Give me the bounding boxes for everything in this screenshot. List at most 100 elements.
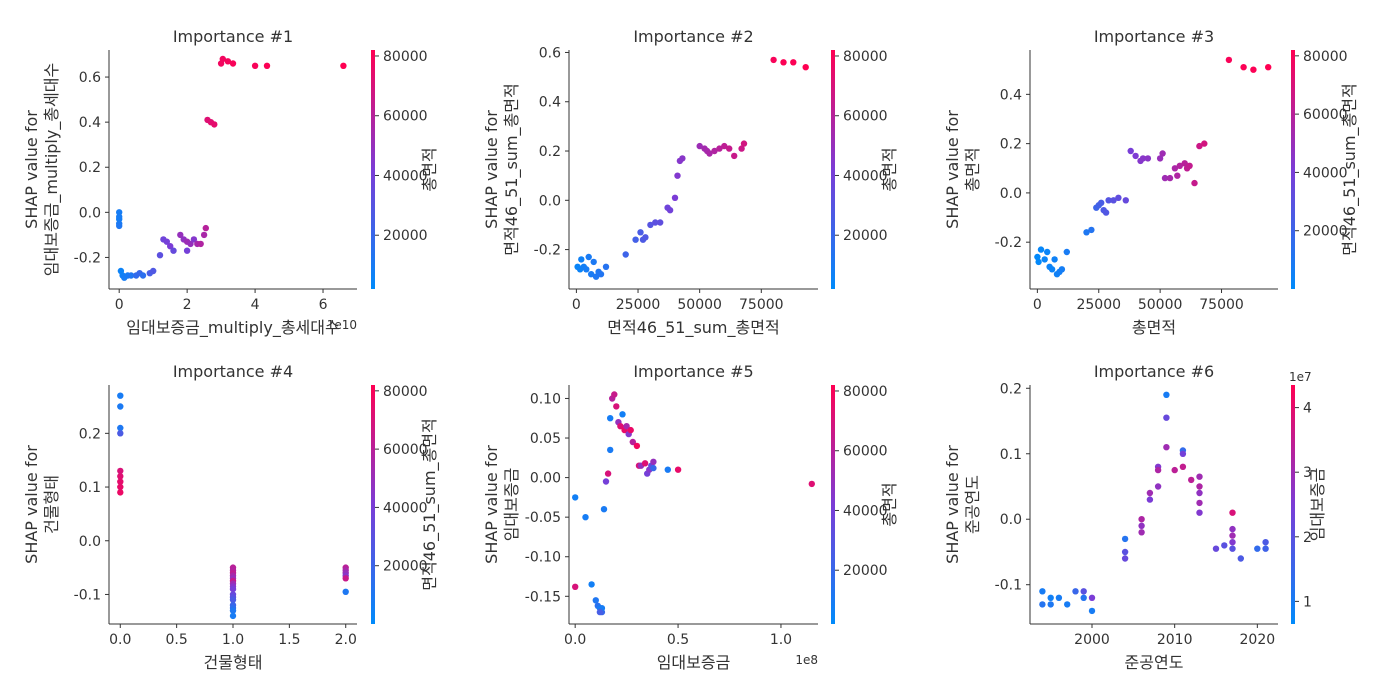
data-point bbox=[1186, 162, 1193, 169]
data-point bbox=[1098, 199, 1105, 206]
x-axis-label: 총면적 bbox=[1132, 318, 1176, 337]
y-tick-label: -0.05 bbox=[525, 510, 561, 526]
data-point bbox=[229, 607, 237, 614]
data-point bbox=[1122, 197, 1130, 204]
colorbar-tick-label: 20000 bbox=[843, 228, 888, 244]
data-point bbox=[116, 209, 123, 216]
colorbar bbox=[1291, 385, 1295, 624]
y-tick-label: 0.2 bbox=[79, 426, 101, 442]
y-tick-label: -0.2 bbox=[995, 235, 1022, 251]
data-point bbox=[251, 62, 259, 69]
y-tick-label: 0.00 bbox=[530, 471, 561, 487]
data-point bbox=[671, 194, 679, 201]
data-point bbox=[583, 266, 590, 273]
y-tick-label: 0.6 bbox=[79, 70, 101, 86]
y-tick-label: -0.15 bbox=[525, 589, 561, 605]
data-point bbox=[607, 415, 614, 422]
colorbar-tick-label: 3 bbox=[1303, 465, 1312, 481]
data-point bbox=[1063, 248, 1071, 256]
data-point bbox=[117, 473, 124, 480]
data-point bbox=[117, 392, 124, 399]
colorbar-tick-label: 1 bbox=[1303, 594, 1312, 610]
x-tick-label: 75000 bbox=[1199, 297, 1244, 313]
data-point bbox=[163, 238, 170, 245]
data-point bbox=[1144, 155, 1152, 162]
y-axis-label-line: SHAP value for bbox=[22, 445, 41, 564]
data-point bbox=[1047, 594, 1054, 601]
x-tick-label: 0.5 bbox=[667, 632, 689, 648]
y-axis-label-line: SHAP value for bbox=[482, 110, 501, 229]
data-point bbox=[1212, 545, 1220, 552]
y-axis-label-line: 임대보증금 bbox=[502, 468, 521, 542]
subplot-title: Importance #3 bbox=[1094, 27, 1214, 46]
data-point bbox=[202, 224, 209, 232]
y-axis-label-line: 준공연도 bbox=[963, 475, 982, 534]
data-point bbox=[211, 121, 218, 128]
data-point bbox=[1041, 256, 1048, 263]
data-point bbox=[116, 213, 123, 220]
colorbar-label: 총면적 bbox=[880, 147, 899, 191]
data-point bbox=[1034, 253, 1041, 261]
data-point bbox=[340, 62, 347, 69]
data-point bbox=[641, 460, 649, 467]
data-point bbox=[611, 391, 618, 398]
data-point bbox=[679, 155, 686, 162]
y-axis-label-line: SHAP value for bbox=[943, 110, 962, 229]
data-point bbox=[229, 585, 237, 593]
data-point bbox=[117, 403, 124, 410]
x-tick-label: 0.0 bbox=[109, 632, 131, 648]
y-tick-label: 0.05 bbox=[530, 431, 561, 447]
data-point bbox=[738, 145, 745, 152]
data-point bbox=[802, 63, 809, 71]
data-point bbox=[637, 229, 644, 236]
data-point bbox=[167, 243, 174, 250]
subplot-title: Importance #5 bbox=[633, 362, 753, 381]
colorbar-tick-label: 60000 bbox=[383, 109, 428, 125]
colorbar-label: 면적46_51_sum_총면적 bbox=[420, 418, 440, 590]
data-point bbox=[592, 273, 600, 280]
data-point bbox=[1163, 444, 1170, 451]
data-point bbox=[1146, 489, 1154, 497]
colorbar-label: 총면적 bbox=[880, 482, 899, 526]
data-point bbox=[1110, 197, 1117, 204]
data-point bbox=[1262, 545, 1269, 552]
data-point bbox=[674, 466, 682, 473]
y-tick-label: 0.1 bbox=[1000, 447, 1022, 463]
y-axis-label: SHAP value for준공연도 bbox=[943, 445, 982, 564]
colorbar bbox=[831, 385, 835, 624]
data-point bbox=[263, 62, 271, 69]
x-tick-label: 50000 bbox=[1138, 297, 1183, 313]
data-point bbox=[1229, 545, 1236, 552]
y-tick-label: 0.4 bbox=[79, 115, 101, 131]
y-axis-label: SHAP value for임대보증금 bbox=[482, 445, 521, 564]
colorbar bbox=[371, 385, 375, 624]
data-point bbox=[780, 59, 787, 66]
y-tick-label: 0.1 bbox=[79, 480, 101, 496]
colorbar-tick-label: 80000 bbox=[383, 49, 428, 65]
data-point bbox=[197, 240, 204, 248]
data-point bbox=[1229, 539, 1236, 546]
x-axis-label: 임대보증금 bbox=[657, 653, 731, 672]
colorbar-tick-label: 80000 bbox=[383, 384, 428, 400]
y-tick-label: 0.2 bbox=[1000, 381, 1022, 397]
y-tick-label: 0.4 bbox=[539, 95, 561, 111]
y-axis-label: SHAP value for면적46_51_sum_총면적 bbox=[482, 83, 522, 255]
data-point bbox=[1058, 266, 1066, 273]
data-point bbox=[1039, 588, 1046, 595]
data-point bbox=[170, 247, 177, 254]
data-point bbox=[1229, 525, 1236, 533]
x-tick-label: 25000 bbox=[616, 297, 661, 313]
y-axis-label-line: 건물형태 bbox=[42, 475, 61, 534]
data-point bbox=[117, 478, 124, 485]
y-tick-label: 0.6 bbox=[539, 45, 561, 61]
data-point bbox=[664, 466, 671, 473]
data-point bbox=[1156, 155, 1164, 162]
subplot-title: Importance #4 bbox=[173, 362, 293, 381]
data-point bbox=[117, 483, 124, 491]
data-point bbox=[650, 458, 657, 465]
x-tick-label: 75000 bbox=[739, 297, 784, 313]
x-offset-label: 1e10 bbox=[327, 318, 357, 332]
data-point bbox=[619, 411, 626, 418]
data-point bbox=[224, 58, 232, 65]
